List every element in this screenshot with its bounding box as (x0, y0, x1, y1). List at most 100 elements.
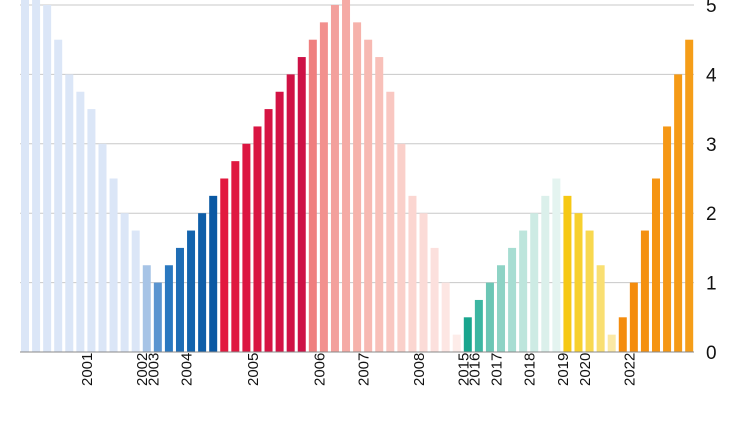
bar (264, 109, 273, 352)
x-tick-label: 2018 (522, 353, 539, 386)
bar (32, 0, 41, 352)
bar (275, 91, 284, 352)
x-tick: 2001 (79, 353, 96, 386)
bar (164, 265, 173, 352)
bar (342, 0, 351, 353)
x-tick-label: 2007 (356, 353, 373, 386)
bar (640, 230, 649, 352)
bar (187, 230, 196, 352)
x-tick: 2017 (489, 353, 506, 386)
bar (596, 265, 605, 352)
x-tick-label: 2020 (577, 353, 594, 386)
bar (607, 334, 616, 352)
y-tick-label: 2 (706, 204, 717, 225)
bar (585, 230, 594, 352)
x-tick: 2005 (245, 353, 262, 386)
bar (397, 143, 406, 352)
bar (463, 317, 472, 352)
x-tick-label: 2019 (555, 353, 572, 386)
bar (485, 282, 494, 352)
x-tick: 2018 (522, 353, 539, 386)
bar (353, 22, 362, 352)
y-tick-label: 5 (706, 0, 717, 17)
x-tick-label: 2016 (466, 353, 483, 386)
x-tick: 2002 (134, 353, 151, 386)
y-tick-label: 1 (706, 274, 717, 295)
bar (674, 74, 683, 353)
bar (386, 91, 395, 352)
x-tick-label: 2004 (179, 353, 196, 386)
bar (330, 5, 339, 352)
bars (21, 0, 694, 353)
bar (87, 109, 96, 352)
x-tick: 2006 (311, 353, 328, 386)
bar (21, 0, 29, 353)
bar (308, 39, 317, 352)
bar (530, 213, 539, 352)
bar (497, 265, 506, 352)
bar (98, 143, 107, 352)
bar (474, 299, 483, 352)
bar (430, 247, 439, 352)
x-tick-label: 2022 (621, 353, 638, 386)
bar (508, 247, 517, 352)
y-tick-label: 4 (706, 65, 717, 86)
bar (286, 74, 295, 353)
y-tick-label: 0 (706, 343, 717, 364)
x-tick: 2003 (145, 353, 162, 386)
x-tick: 2015 (455, 353, 472, 386)
x-tick-label: 2015 (455, 353, 472, 386)
bar (541, 195, 550, 352)
x-tick: 2019 (555, 353, 572, 386)
bar (552, 178, 561, 352)
bar (220, 178, 229, 352)
bar (175, 247, 184, 352)
x-tick-label: 2005 (245, 353, 262, 386)
bar (574, 213, 583, 352)
bar (43, 5, 52, 352)
bar (209, 195, 218, 352)
x-tick-label: 2001 (79, 353, 96, 386)
bar (685, 39, 694, 352)
x-tick: 2020 (577, 353, 594, 386)
bar (242, 143, 251, 352)
y-tick-label: 3 (706, 135, 717, 156)
x-tick-label: 2003 (145, 353, 162, 386)
bar (76, 91, 85, 352)
bar (441, 282, 450, 352)
x-tick: 2004 (179, 353, 196, 386)
bar (253, 126, 262, 352)
bar (120, 213, 129, 352)
bar (408, 195, 417, 352)
bar (131, 230, 140, 352)
bar (452, 334, 461, 352)
x-tick: 2022 (621, 353, 638, 386)
x-tick: 2008 (411, 353, 428, 386)
bar (663, 126, 672, 352)
bar (231, 161, 240, 352)
bar (519, 230, 528, 352)
x-tick-label: 2006 (311, 353, 328, 386)
bar (651, 178, 660, 352)
bar (618, 317, 627, 352)
bar (153, 282, 162, 352)
bar (629, 282, 638, 352)
bar (142, 265, 151, 352)
x-tick-label: 2017 (489, 353, 506, 386)
x-tick-label: 2002 (134, 353, 151, 386)
bar (297, 57, 306, 353)
bar (65, 74, 74, 353)
bar (54, 39, 63, 352)
bar (419, 213, 428, 352)
bar (109, 178, 118, 352)
x-tick-label: 2008 (411, 353, 428, 386)
bar (563, 195, 572, 352)
x-tick: 2016 (466, 353, 483, 386)
x-tick: 2007 (356, 353, 373, 386)
bar (198, 213, 207, 352)
bar (364, 39, 373, 352)
y-axis-labels: 0 1 2 3 4 5 (706, 0, 717, 364)
bar (319, 22, 328, 352)
